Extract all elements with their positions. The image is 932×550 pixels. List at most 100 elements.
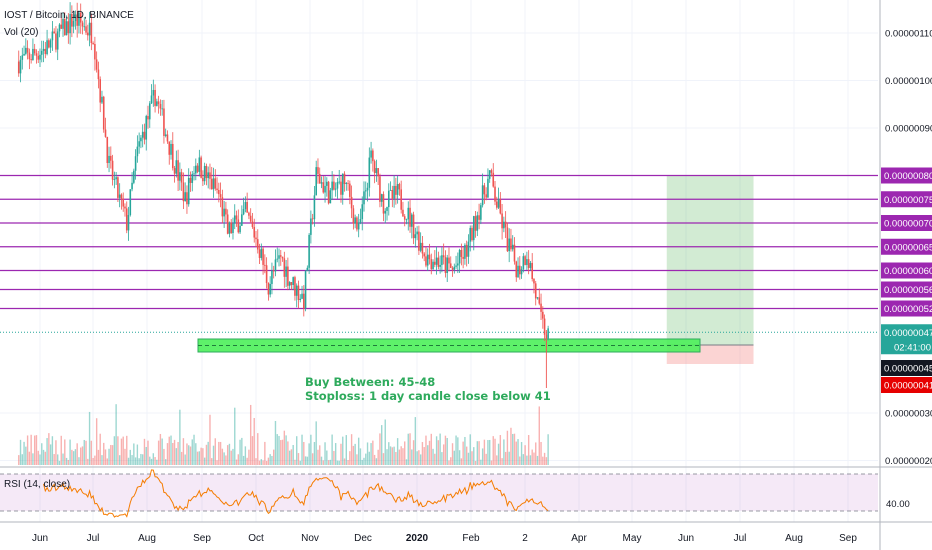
candle-body <box>17 61 20 74</box>
candle-body <box>372 150 374 162</box>
volume-bar <box>193 434 195 465</box>
candle-body <box>341 173 344 195</box>
candle-body <box>313 195 316 220</box>
volume-bar <box>101 455 103 465</box>
volume-bar <box>386 449 388 465</box>
candle-body <box>207 172 209 179</box>
candle-body <box>46 40 48 55</box>
time-tick-label: May <box>623 533 642 544</box>
candle-body <box>290 282 293 286</box>
volume-bar <box>457 437 459 465</box>
volume-bar <box>404 441 406 465</box>
volume-bar <box>95 418 98 465</box>
volume-bar <box>264 441 266 465</box>
volume-bar <box>432 448 434 465</box>
volume-bar <box>30 434 32 465</box>
buy-zone <box>197 338 701 353</box>
volume-bar <box>274 420 277 465</box>
candle-body <box>333 181 335 190</box>
candle-body <box>340 181 342 195</box>
candle-body <box>191 173 194 183</box>
volume-bar <box>251 436 254 465</box>
volume-bar <box>258 460 261 465</box>
candle-body <box>26 47 29 53</box>
candle-body <box>380 194 383 202</box>
candle-body <box>483 185 486 195</box>
volume-bar <box>221 448 224 465</box>
volume-bar <box>64 439 66 465</box>
volume-bar <box>526 455 528 465</box>
time-tick-label: Feb <box>462 533 480 544</box>
candle-body <box>267 282 270 295</box>
level-lines[interactable]: 0.00000080 0.00000075 0.00000070 0.00000065… <box>0 167 932 355</box>
volume-bar <box>290 449 293 465</box>
volume-bar <box>508 451 510 465</box>
time-tick-label: Jun <box>678 533 694 544</box>
volume-bar <box>471 451 473 465</box>
volume-bar <box>533 452 535 465</box>
volume-bar <box>510 427 512 465</box>
candle-body <box>534 283 537 299</box>
volume-bar <box>520 442 523 465</box>
volume-bar <box>133 443 135 465</box>
candle-body <box>375 168 378 174</box>
candle-body <box>439 264 441 267</box>
volume-bar <box>196 451 199 465</box>
volume-bar <box>58 460 61 465</box>
time-tick-label: 2 <box>522 533 528 544</box>
volume-bar <box>357 437 360 465</box>
volume-bar <box>545 457 548 465</box>
volume-bar <box>21 454 23 465</box>
candle-body <box>278 255 280 259</box>
volume-bar <box>474 460 477 465</box>
candle-body <box>166 134 169 142</box>
volume-bar <box>55 440 57 465</box>
long-position-tool[interactable]: 0.00000080 0.00000045 0.00000041 <box>197 167 932 394</box>
candle-body <box>60 24 63 29</box>
candle-body <box>265 265 268 283</box>
candle-body <box>488 170 491 179</box>
time-axis[interactable]: Jun Jul Aug Sep Oct Nov Dec 2020 Feb 2 Apr May Jun Ju… <box>0 521 932 544</box>
candle-body <box>111 160 114 180</box>
candle-body <box>492 172 495 187</box>
volume-bar <box>159 433 162 465</box>
candle-body <box>472 216 475 241</box>
candle-body <box>110 155 112 161</box>
level-label: 0.00000075 <box>884 195 932 206</box>
volume-bar <box>136 444 139 465</box>
candle-body <box>33 48 36 54</box>
candle-body <box>233 215 236 224</box>
candle-body <box>354 217 356 224</box>
candle-body <box>143 131 146 140</box>
candle-body <box>451 267 454 270</box>
candle-body <box>428 254 431 260</box>
candle-body <box>140 137 142 142</box>
volume-bar <box>338 460 340 465</box>
volume-bar <box>180 451 183 465</box>
price-tick-label: 0.00000110 <box>885 29 932 40</box>
volume-bar <box>122 436 124 465</box>
candle-body <box>389 189 392 191</box>
volume-bar <box>19 439 22 465</box>
candle-body <box>219 194 222 198</box>
candle-body <box>357 222 360 230</box>
candle-body <box>531 262 533 279</box>
volume-bar <box>88 411 91 465</box>
volume-bar <box>150 458 153 465</box>
candle-body <box>347 182 349 184</box>
candle-body <box>310 218 312 235</box>
candle-body <box>148 103 151 120</box>
price-axis[interactable]: 0.00000110 0.00000100 0.00000090 0.00000030… <box>879 0 932 550</box>
candle-body <box>303 293 305 309</box>
volume-bar <box>327 460 330 465</box>
volume-bar <box>405 459 408 465</box>
volume-bar <box>490 460 493 465</box>
volume-bar <box>473 447 475 465</box>
volume-bar <box>407 433 409 465</box>
volume-bar <box>478 441 480 465</box>
candle-body <box>237 219 240 233</box>
candle-body <box>474 216 477 231</box>
candle-body <box>522 256 525 270</box>
candle-body <box>246 202 248 213</box>
